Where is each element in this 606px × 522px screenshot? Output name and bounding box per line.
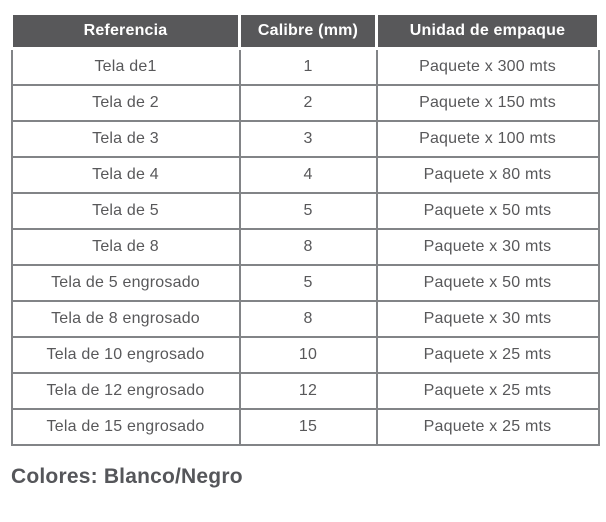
cell-calibre: 2 (238, 84, 378, 122)
cell-referencia: Tela de 3 (10, 120, 241, 158)
cell-referencia: Tela de 15 engrosado (10, 408, 241, 446)
cell-unidad-de-empaque: Paquete x 25 mts (375, 372, 600, 410)
cell-unidad-de-empaque: Paquete x 50 mts (375, 192, 600, 230)
cell-referencia: Tela de 2 (10, 84, 241, 122)
table-row: Tela de 8 engrosado 8 Paquete x 30 mts (10, 300, 600, 338)
cell-unidad-de-empaque: Paquete x 300 mts (375, 47, 600, 86)
table-header-row: Referencia Calibre (mm) Unidad de empaque (10, 12, 600, 50)
table-row: Tela de 2 2 Paquete x 150 mts (10, 84, 600, 122)
table-row: Tela de1 1 Paquete x 300 mts (10, 47, 600, 86)
cell-unidad-de-empaque: Paquete x 25 mts (375, 408, 600, 446)
cell-unidad-de-empaque: Paquete x 50 mts (375, 264, 600, 302)
page: Referencia Calibre (mm) Unidad de empaque … (10, 12, 600, 488)
cell-referencia: Tela de 8 engrosado (10, 300, 241, 338)
cell-calibre: 5 (238, 192, 378, 230)
cell-unidad-de-empaque: Paquete x 150 mts (375, 84, 600, 122)
cell-calibre: 5 (238, 264, 378, 302)
column-header-unidad-de-empaque: Unidad de empaque (375, 12, 600, 50)
table-row: Tela de 5 engrosado 5 Paquete x 50 mts (10, 264, 600, 302)
cell-referencia: Tela de 10 engrosado (10, 336, 241, 374)
cell-calibre: 8 (238, 228, 378, 266)
cell-calibre: 4 (238, 156, 378, 194)
cell-referencia: Tela de 8 (10, 228, 241, 266)
cell-referencia: Tela de 5 engrosado (10, 264, 241, 302)
cell-calibre: 12 (238, 372, 378, 410)
colors-note: Colores: Blanco/Negro (11, 465, 243, 488)
cell-unidad-de-empaque: Paquete x 80 mts (375, 156, 600, 194)
table-row: Tela de 8 8 Paquete x 30 mts (10, 228, 600, 266)
product-spec-table: Referencia Calibre (mm) Unidad de empaque … (10, 12, 600, 446)
column-header-referencia: Referencia (10, 12, 241, 50)
table-body: Tela de1 1 Paquete x 300 mts Tela de 2 2 Paqu… (10, 47, 600, 446)
cell-unidad-de-empaque: Paquete x 30 mts (375, 228, 600, 266)
cell-unidad-de-empaque: Paquete x 100 mts (375, 120, 600, 158)
cell-unidad-de-empaque: Paquete x 30 mts (375, 300, 600, 338)
table-row: Tela de 5 5 Paquete x 50 mts (10, 192, 600, 230)
cell-referencia: Tela de1 (10, 47, 241, 86)
cell-calibre: 3 (238, 120, 378, 158)
table-row: Tela de 3 3 Paquete x 100 mts (10, 120, 600, 158)
cell-calibre: 1 (238, 47, 378, 86)
table-row: Tela de 15 engrosado 15 Paquete x 25 mts (10, 408, 600, 446)
table-row: Tela de 12 engrosado 12 Paquete x 25 mts (10, 372, 600, 410)
cell-referencia: Tela de 5 (10, 192, 241, 230)
cell-calibre: 8 (238, 300, 378, 338)
table-row: Tela de 4 4 Paquete x 80 mts (10, 156, 600, 194)
table-row: Tela de 10 engrosado 10 Paquete x 25 mts (10, 336, 600, 374)
column-header-calibre: Calibre (mm) (238, 12, 378, 50)
cell-unidad-de-empaque: Paquete x 25 mts (375, 336, 600, 374)
cell-calibre: 15 (238, 408, 378, 446)
cell-referencia: Tela de 4 (10, 156, 241, 194)
table-header: Referencia Calibre (mm) Unidad de empaque (10, 12, 600, 50)
cell-referencia: Tela de 12 engrosado (10, 372, 241, 410)
cell-calibre: 10 (238, 336, 378, 374)
